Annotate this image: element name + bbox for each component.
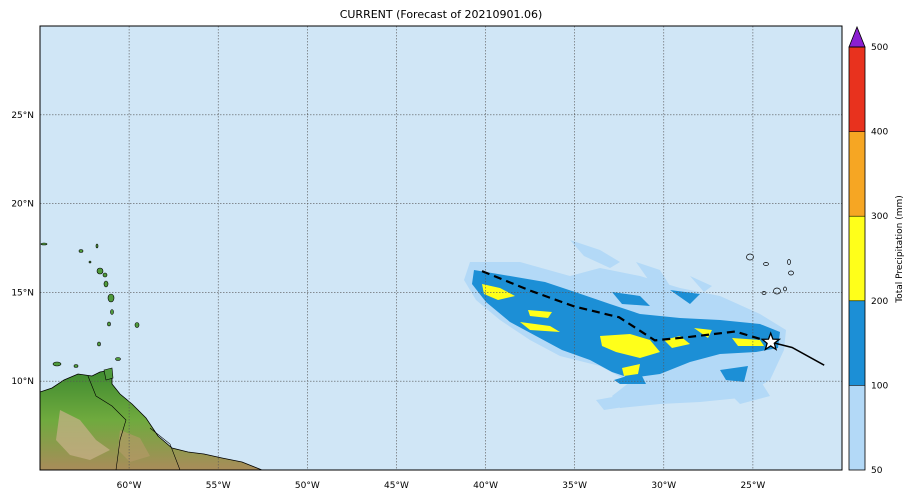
colorbar-segment — [849, 216, 865, 301]
gridlines — [40, 26, 842, 470]
colorbar-segment — [849, 47, 865, 132]
longitude-tick-labels: 60°W 55°W 50°W 45°W 40°W 35°W 30°W 25°W — [117, 481, 766, 491]
longitude-tick-label: 40°W — [473, 481, 498, 491]
latitude-tick-label: 15°N — [11, 288, 34, 298]
colorbar-extend-triangle — [848, 25, 866, 48]
longitude-tick-label: 25°W — [740, 481, 765, 491]
map-frame — [39, 25, 843, 471]
colorbar-segment — [849, 385, 865, 470]
latitude-tick-label: 10°N — [11, 377, 34, 387]
colorbar-frame — [848, 46, 866, 471]
colorbar-tick-label: 500 — [871, 43, 888, 53]
colorbar-tick-label: 100 — [871, 381, 888, 391]
colorbar-segment — [849, 300, 865, 386]
longitude-tick-label: 55°W — [206, 481, 231, 491]
colorbar-label: Total Precipitation (mm) — [895, 195, 905, 304]
longitude-tick-label: 60°W — [117, 481, 142, 491]
country-border — [87, 375, 127, 470]
latitude-tick-labels: 25°N 20°N 15°N 10°N — [11, 111, 34, 387]
latitude-tick-label: 25°N — [11, 111, 34, 121]
storm-position-star-icon — [760, 331, 782, 351]
latitude-tick-label: 20°N — [11, 200, 34, 210]
longitude-tick-label: 30°W — [651, 481, 676, 491]
precip-band-200 — [482, 284, 764, 376]
colorbar-tick-label: 50 — [871, 466, 883, 476]
longitude-tick-label: 35°W — [562, 481, 587, 491]
colorbar: 50 100 200 300 400 500 — [848, 25, 888, 476]
south-america-texture — [56, 410, 110, 460]
colorbar-tick-label: 400 — [871, 128, 888, 138]
trinidad-island — [103, 367, 114, 381]
map-title: CURRENT (Forecast of 20210901.06) — [339, 8, 543, 21]
south-america-texture-2 — [118, 430, 150, 462]
colorbar-tick-label: 200 — [871, 297, 888, 307]
ocean — [40, 26, 842, 470]
storm-track-history — [481, 270, 772, 344]
longitude-tick-label: 50°W — [295, 481, 320, 491]
storm-track-forecast — [770, 341, 825, 366]
cape-verde-islands — [746, 253, 794, 295]
colorbar-tick-label: 300 — [871, 212, 888, 222]
country-border-2 — [149, 427, 181, 470]
colorbar-segment — [849, 131, 865, 217]
longitude-tick-label: 45°W — [384, 481, 409, 491]
caribbean-islands — [40, 242, 140, 368]
